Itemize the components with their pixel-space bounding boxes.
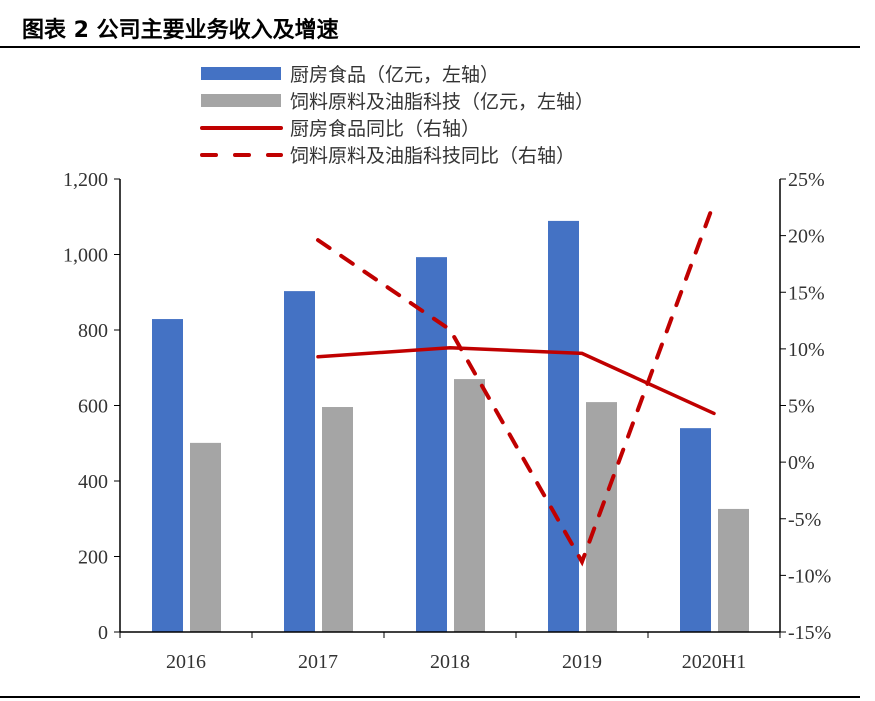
right-tick-label: 5% [788,396,815,418]
bar-feed-oil-2019 [586,402,617,632]
legend-label: 饲料原料及油脂科技（亿元，左轴） [290,91,594,113]
left-tick-label: 200 [78,547,108,569]
x-tick-label: 2019 [562,651,602,673]
bar-kitchen-food-2019 [548,220,579,632]
right-tick-label: 10% [788,339,825,361]
line-kitchen-food-yoy [316,345,716,416]
bar-feed-oil-2016 [190,442,221,632]
legend-label: 厨房食品（亿元，左轴） [290,64,499,86]
legend-swatch [201,67,281,80]
left-tick-label: 0 [98,622,108,644]
x-tick-label: 2020H1 [682,651,746,673]
legend-swatch [201,94,281,107]
right-tick-label: 0% [788,452,815,474]
bar-feed-oil-2017 [322,407,353,632]
bar-kitchen-food-2017 [284,291,315,632]
right-tick-label: 20% [788,226,825,248]
bar-kitchen-food-2016 [152,319,183,632]
right-tick-label: -15% [788,622,831,644]
left-tick-label: 1,000 [63,245,108,267]
x-tick-label: 2017 [298,651,338,673]
bar-kitchen-food-2020H1 [680,428,711,632]
left-tick-label: 400 [78,471,108,493]
legend-label: 饲料原料及油脂科技同比（右轴） [290,145,575,167]
bar-kitchen-food-2018 [416,257,447,632]
legend-label: 厨房食品同比（右轴） [290,118,480,140]
right-tick-label: 15% [788,282,825,304]
right-tick-label: -5% [788,509,821,531]
left-tick-label: 1,200 [63,169,108,191]
line-feed-oil-yoy [316,200,716,567]
left-tick-label: 600 [78,396,108,418]
bar-feed-oil-2018 [454,379,485,632]
x-tick-label: 2018 [430,651,470,673]
right-tick-label: 25% [788,169,825,191]
left-tick-label: 800 [78,320,108,342]
bar-feed-oil-2020H1 [718,508,749,632]
right-tick-label: -10% [788,565,831,587]
x-tick-label: 2016 [166,651,206,673]
chart-title: 图表 2 公司主要业务收入及增速 [22,18,339,43]
